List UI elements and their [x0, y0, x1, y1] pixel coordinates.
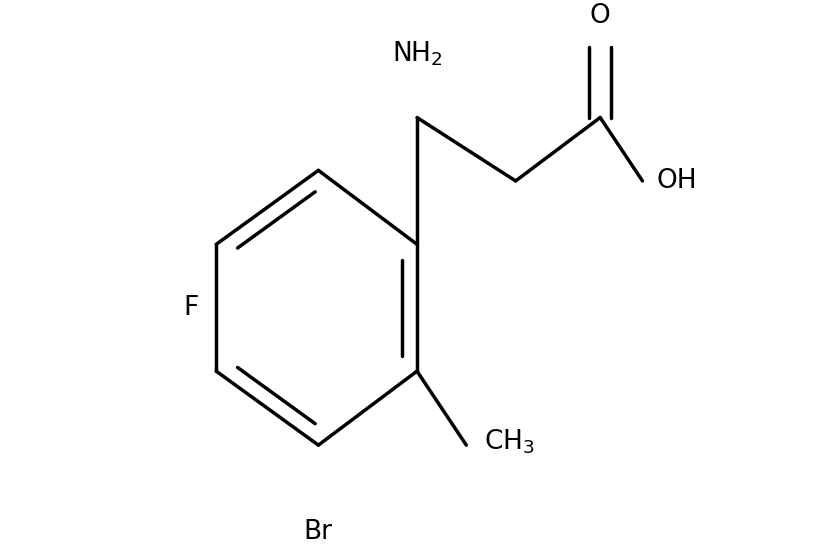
Text: CH$_3$: CH$_3$ [484, 427, 535, 456]
Text: F: F [183, 295, 198, 321]
Text: O: O [590, 3, 610, 29]
Text: OH: OH [656, 168, 697, 194]
Text: NH$_2$: NH$_2$ [392, 40, 442, 68]
Text: Br: Br [304, 519, 333, 545]
